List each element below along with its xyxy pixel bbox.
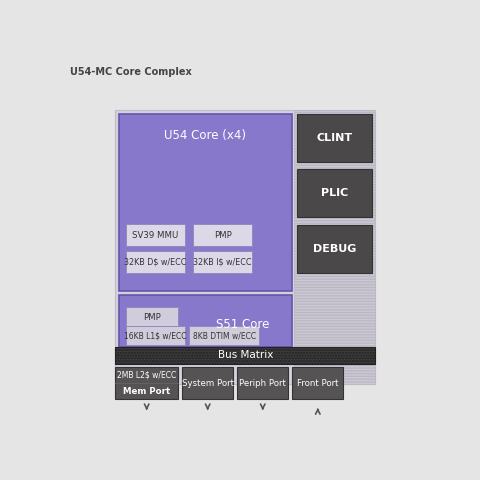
Bar: [190, 326, 259, 345]
Bar: [237, 367, 288, 399]
Text: 32KB D$ w/ECC: 32KB D$ w/ECC: [124, 257, 187, 266]
Text: U54-MC Core Complex: U54-MC Core Complex: [71, 67, 192, 77]
Text: SV39 MMU: SV39 MMU: [132, 230, 179, 240]
Bar: [126, 224, 185, 246]
Text: S51 Core: S51 Core: [216, 318, 269, 331]
Bar: [297, 169, 372, 217]
Bar: [119, 114, 292, 291]
Text: Front Port: Front Port: [297, 379, 338, 388]
Text: 2MB L2$ w/ECC: 2MB L2$ w/ECC: [117, 371, 176, 380]
Text: Bus Matrix: Bus Matrix: [217, 350, 273, 360]
Text: Periph Port: Periph Port: [240, 379, 286, 388]
Bar: [115, 347, 375, 364]
Text: U54 Core (x4): U54 Core (x4): [164, 129, 246, 142]
Text: PLIC: PLIC: [321, 188, 348, 198]
Text: 16KB L1$ w/ECC: 16KB L1$ w/ECC: [124, 331, 187, 340]
Text: PMP: PMP: [214, 230, 231, 240]
Bar: [294, 110, 375, 384]
Bar: [193, 224, 252, 246]
Bar: [193, 251, 252, 273]
Bar: [115, 367, 178, 399]
Text: 8KB DTIM w/ECC: 8KB DTIM w/ECC: [193, 331, 256, 340]
Text: CLINT: CLINT: [316, 133, 353, 143]
Text: Mem Port: Mem Port: [123, 386, 170, 396]
Bar: [297, 114, 372, 162]
Bar: [126, 251, 185, 273]
Text: DEBUG: DEBUG: [313, 244, 356, 254]
Bar: [126, 326, 185, 345]
Bar: [115, 110, 375, 384]
Bar: [119, 295, 292, 347]
Text: System Port: System Port: [182, 379, 234, 388]
Bar: [292, 367, 344, 399]
Text: PMP: PMP: [144, 313, 161, 322]
Bar: [297, 225, 372, 273]
Text: 32KB I$ w/ECC: 32KB I$ w/ECC: [193, 257, 252, 266]
Bar: [182, 367, 233, 399]
Bar: [126, 307, 178, 327]
